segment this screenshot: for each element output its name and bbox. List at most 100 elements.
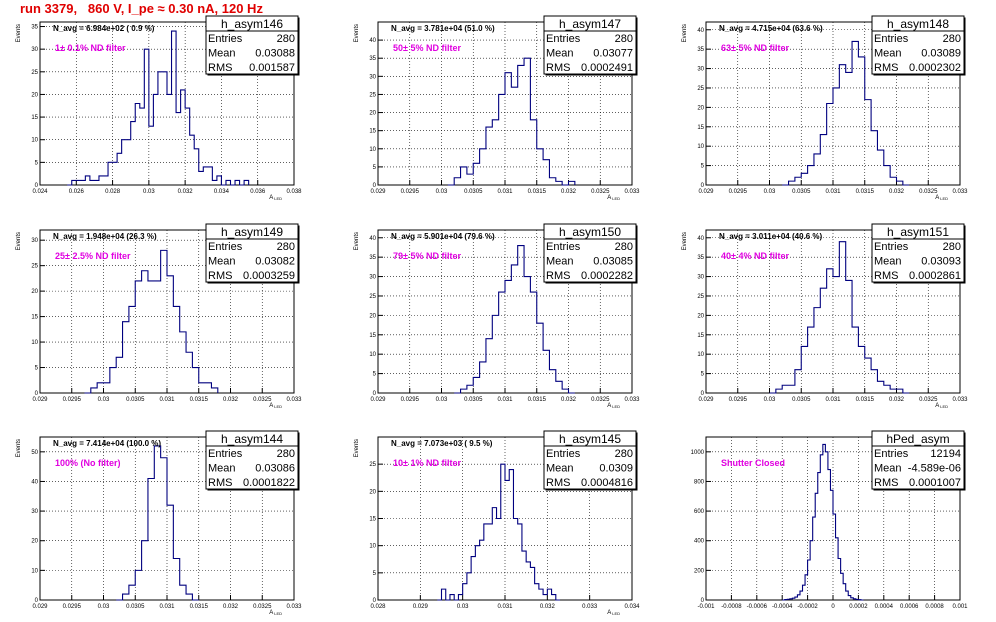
- x-tick-label: 0.028: [370, 604, 386, 610]
- x-tick-label: 0.028: [105, 189, 121, 195]
- y-tick-label: 25: [31, 70, 38, 76]
- x-tick-label: 0.0002: [849, 604, 868, 610]
- histogram-name: h_asym148: [887, 17, 949, 31]
- x-tick-label: 0.038: [286, 189, 302, 195]
- x-tick-label: 0.0305: [792, 397, 811, 403]
- stats-label: Entries: [874, 241, 909, 253]
- y-tick-label: 1000: [691, 450, 705, 456]
- x-tick-label: 0.033: [624, 189, 640, 195]
- x-tick-label: 0.032: [223, 604, 239, 610]
- y-tick-label: 5: [373, 165, 377, 171]
- y-tick-label: 5: [35, 160, 39, 166]
- stats-value: -4.589e-06: [908, 463, 961, 475]
- filter-note: 100% (No filter): [55, 458, 121, 468]
- stats-value: 280: [615, 448, 633, 460]
- y-tick-label: 20: [369, 111, 376, 117]
- stats-value: 0.0309: [599, 463, 633, 475]
- x-tick-label: 0.034: [624, 604, 640, 610]
- x-tick-label: 0.033: [286, 604, 302, 610]
- filter-note: 40± 4% ND filter: [721, 251, 789, 261]
- stats-value: 280: [943, 241, 961, 253]
- stats-value: 0.03088: [255, 48, 295, 60]
- y-tick-label: 25: [369, 294, 376, 300]
- stats-label: RMS: [874, 62, 898, 74]
- y-tick-label: 30: [31, 47, 38, 53]
- x-tick-label: 0.031: [825, 189, 841, 195]
- y-tick-label: 20: [31, 539, 38, 545]
- histogram-name: h_asym144: [221, 432, 283, 446]
- y-tick-label: 15: [697, 333, 704, 339]
- x-tick-label: -0.0004: [772, 604, 793, 610]
- y-tick-label: 35: [369, 56, 376, 62]
- y-tick-label: 30: [369, 74, 376, 80]
- y-tick-label: 20: [369, 489, 376, 495]
- stats-label: Mean: [546, 463, 574, 475]
- stats-value: 280: [277, 241, 295, 253]
- stats-value: 0.0002861: [909, 270, 961, 282]
- x-tick-label: -0.0008: [721, 604, 742, 610]
- stats-box: h_asym149Entries 280Mean 0.03082RMS 0.00032…: [206, 224, 300, 284]
- x-tick-label: 0.032: [223, 397, 239, 403]
- x-tick-label: 0.0305: [792, 189, 811, 195]
- stats-value: 0.03086: [255, 463, 295, 475]
- stats-value: 280: [615, 241, 633, 253]
- stats-box: h_asym150Entries 280Mean 0.03085RMS 0.00022…: [544, 224, 638, 284]
- stats-value: 0.03085: [593, 256, 633, 268]
- x-tick-label: 0.032: [889, 189, 905, 195]
- x-tick-label: 0.03: [98, 604, 110, 610]
- y-tick-label: 50: [31, 450, 38, 456]
- x-tick-label: 0.001: [952, 604, 968, 610]
- n-avg-label: N_avg = 4.715e+04 (63.6 %): [719, 24, 823, 33]
- stats-value: 0.0002302: [909, 62, 961, 74]
- x-tick-label: 0.0006: [900, 604, 919, 610]
- n-avg-label: N_avg = 3.781e+04 (51.0 %): [391, 24, 495, 33]
- x-tick-label: 0.0295: [729, 397, 748, 403]
- x-tick-label: 0.026: [69, 189, 85, 195]
- x-tick-label: 0.0295: [401, 397, 420, 403]
- x-axis-title: ALED: [607, 610, 620, 616]
- x-tick-label: 0.0315: [856, 189, 875, 195]
- histogram-name: h_asym150: [559, 225, 621, 239]
- x-tick-label: 0.032: [561, 397, 577, 403]
- stats-label: Mean: [208, 463, 236, 475]
- x-tick-label: 0.033: [952, 189, 968, 195]
- histogram-h_asym148: 0.029 0.0295 0.03 0.0305 0.031 0.0315 0.032 0.0…: [682, 16, 968, 201]
- filter-note: 79± 5% ND filter: [393, 251, 461, 261]
- n-avg-label: N_avg = 6.984e+02 ( 0.9 %): [53, 24, 155, 33]
- x-tick-label: -0.0002: [797, 604, 818, 610]
- y-tick-label: 400: [694, 539, 705, 545]
- stats-label: Entries: [208, 241, 243, 253]
- y-tick-label: 20: [369, 313, 376, 319]
- stats-value: 280: [277, 33, 295, 45]
- y-tick-label: 30: [697, 67, 704, 73]
- stats-label: Mean: [208, 256, 236, 268]
- y-axis-title: Events: [16, 439, 22, 457]
- x-tick-label: 0.031: [497, 604, 513, 610]
- x-tick-label: 0.03: [436, 189, 448, 195]
- y-tick-label: 200: [694, 568, 705, 574]
- x-tick-label: 0.029: [413, 604, 429, 610]
- y-tick-label: 15: [369, 517, 376, 523]
- y-tick-label: 40: [697, 236, 704, 242]
- x-tick-label: 0.032: [540, 604, 556, 610]
- y-tick-label: 30: [369, 275, 376, 281]
- y-tick-label: 20: [697, 313, 704, 319]
- x-tick-label: 0.03: [436, 397, 448, 403]
- x-tick-label: 0.031: [159, 604, 175, 610]
- x-tick-label: 0.03: [98, 397, 110, 403]
- x-tick-label: 0.0004: [875, 604, 894, 610]
- y-tick-label: 25: [697, 294, 704, 300]
- x-tick-label: 0.031: [825, 397, 841, 403]
- stats-label: Mean: [874, 463, 902, 475]
- x-tick-label: 0.034: [214, 189, 230, 195]
- y-tick-label: 10: [697, 144, 704, 150]
- x-tick-label: 0.029: [32, 604, 48, 610]
- x-tick-label: 0.0295: [729, 189, 748, 195]
- x-tick-label: 0.0305: [126, 397, 145, 403]
- stats-value: 0.03089: [921, 48, 961, 60]
- x-tick-label: 0.03: [764, 189, 776, 195]
- x-tick-label: 0.0295: [63, 604, 82, 610]
- n-avg-label: N_avg = 5.901e+04 (79.6 %): [391, 232, 495, 241]
- y-tick-label: 30: [31, 509, 38, 515]
- x-tick-label: 0.032: [561, 189, 577, 195]
